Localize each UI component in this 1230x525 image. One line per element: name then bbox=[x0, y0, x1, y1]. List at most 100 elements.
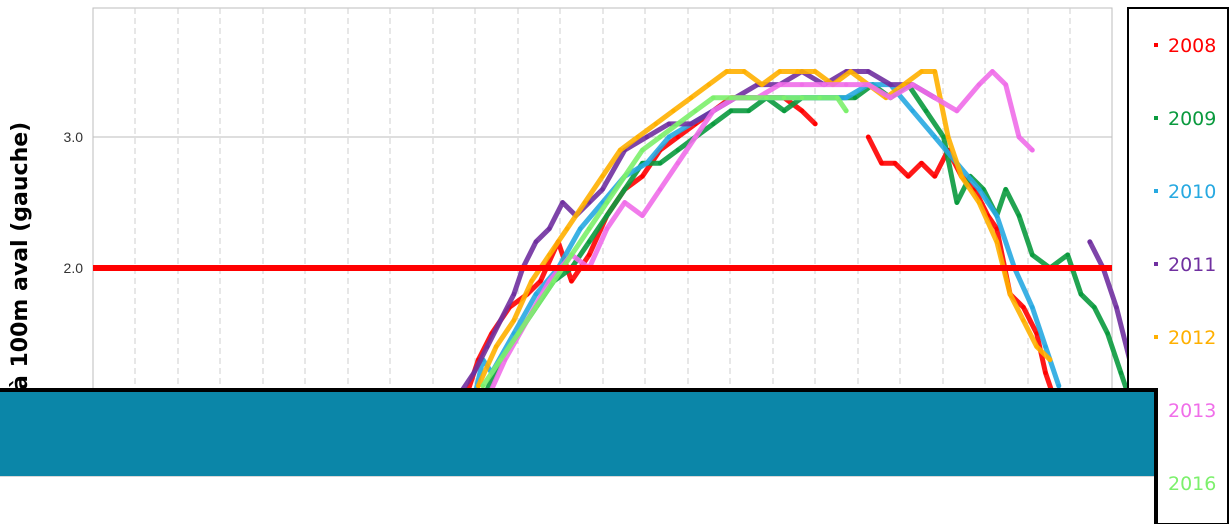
data-point bbox=[671, 108, 676, 114]
data-point bbox=[533, 305, 539, 310]
data-point bbox=[1056, 383, 1062, 389]
data-point bbox=[471, 370, 477, 375]
data-point bbox=[1114, 305, 1119, 310]
overlay-panel bbox=[0, 388, 1158, 525]
data-point bbox=[511, 318, 517, 323]
data-point bbox=[994, 226, 999, 231]
data-point bbox=[538, 278, 543, 284]
data-point bbox=[644, 134, 649, 140]
legend-marker-2008 bbox=[1154, 43, 1158, 47]
data-point bbox=[954, 108, 960, 114]
data-point bbox=[1021, 318, 1026, 323]
data-point bbox=[932, 69, 937, 74]
data-point bbox=[711, 121, 716, 127]
data-point bbox=[724, 69, 729, 74]
data-point bbox=[711, 108, 716, 114]
data-point bbox=[781, 108, 787, 114]
data-point bbox=[622, 174, 627, 179]
data-point bbox=[866, 82, 871, 87]
data-point bbox=[1043, 344, 1048, 349]
data-point bbox=[1030, 252, 1035, 258]
data-point bbox=[1016, 134, 1022, 140]
data-point bbox=[976, 82, 982, 87]
data-point bbox=[795, 69, 800, 74]
data-point bbox=[547, 226, 552, 231]
data-point bbox=[976, 187, 982, 192]
data-point bbox=[1043, 370, 1048, 375]
data-point bbox=[706, 82, 711, 87]
y-tick-label: 3.0 bbox=[64, 129, 84, 145]
data-point bbox=[919, 69, 924, 74]
data-point bbox=[888, 95, 893, 100]
data-point bbox=[1016, 213, 1022, 218]
legend-marker-2011 bbox=[1154, 262, 1158, 266]
data-point bbox=[635, 134, 641, 140]
data-point bbox=[1118, 370, 1124, 375]
data-point bbox=[866, 69, 871, 74]
data-point bbox=[688, 95, 694, 100]
data-point bbox=[675, 134, 680, 140]
data-point bbox=[728, 108, 734, 114]
data-point bbox=[485, 344, 490, 349]
data-point bbox=[1021, 305, 1026, 310]
data-point bbox=[1065, 252, 1070, 258]
data-point bbox=[799, 95, 805, 100]
data-point bbox=[994, 213, 999, 218]
data-point bbox=[954, 200, 960, 205]
data-point bbox=[1087, 239, 1093, 244]
data-point bbox=[844, 95, 849, 100]
data-point bbox=[888, 82, 893, 87]
data-point bbox=[959, 174, 964, 179]
data-point bbox=[777, 82, 782, 87]
data-point bbox=[666, 134, 672, 140]
data-point bbox=[600, 174, 605, 179]
data-point bbox=[901, 82, 906, 87]
data-point bbox=[1047, 357, 1053, 362]
data-point bbox=[923, 108, 929, 114]
data-point bbox=[892, 161, 898, 166]
overlay-header-bar bbox=[0, 392, 1154, 476]
data-point bbox=[945, 134, 951, 140]
data-point bbox=[1034, 331, 1039, 336]
data-point bbox=[578, 226, 583, 231]
data-point bbox=[941, 134, 946, 140]
data-point bbox=[569, 252, 574, 258]
data-point bbox=[587, 226, 592, 231]
data-point bbox=[799, 82, 805, 87]
series-line-2016 bbox=[480, 95, 849, 389]
data-point bbox=[675, 121, 680, 127]
data-point bbox=[622, 200, 627, 205]
data-point bbox=[848, 69, 853, 74]
legend-label-2008: 2008 bbox=[1168, 35, 1216, 57]
overlay-input-area[interactable] bbox=[0, 476, 1154, 525]
data-point bbox=[932, 174, 937, 179]
data-point bbox=[657, 134, 663, 140]
data-point bbox=[1105, 331, 1110, 336]
data-point bbox=[480, 383, 486, 389]
data-point bbox=[675, 161, 680, 166]
data-point bbox=[666, 121, 672, 127]
data-point bbox=[764, 95, 769, 100]
data-point bbox=[675, 147, 680, 153]
data-point bbox=[657, 187, 663, 192]
data-point bbox=[529, 278, 534, 284]
data-point bbox=[919, 161, 924, 166]
data-point bbox=[1003, 187, 1008, 192]
data-point bbox=[511, 292, 517, 297]
legend-label-2013: 2013 bbox=[1168, 400, 1216, 422]
data-point bbox=[618, 147, 623, 153]
data-point bbox=[1092, 305, 1097, 310]
data-point bbox=[852, 95, 858, 100]
data-point bbox=[1007, 292, 1013, 297]
data-point bbox=[587, 239, 592, 244]
data-point bbox=[1003, 82, 1008, 87]
data-point bbox=[604, 213, 610, 218]
data-point bbox=[604, 226, 610, 231]
legend-label-2016: 2016 bbox=[1168, 473, 1216, 495]
data-point bbox=[533, 239, 539, 244]
data-point bbox=[693, 108, 698, 114]
data-point bbox=[799, 108, 805, 114]
data-point bbox=[657, 161, 663, 166]
data-point bbox=[711, 95, 716, 100]
data-point bbox=[640, 174, 645, 179]
